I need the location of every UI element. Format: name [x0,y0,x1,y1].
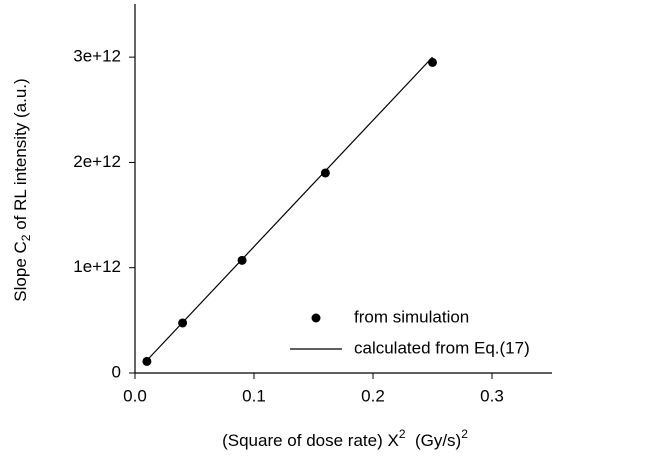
x-axis-title-sup: 2 [399,427,406,441]
y-tick-label: 0 [112,362,121,381]
x-tick-label: 0.2 [361,386,385,405]
y-axis-title-sub: 2 [19,234,33,241]
y-axis-title-part: Slope C [11,241,30,301]
data-point [142,356,152,366]
x-axis-title: (Square of dose rate) X2 (Gy/s)2 [222,427,468,450]
legend-symbol [311,313,321,323]
x-axis-title-part: (Gy/s) [406,431,462,450]
x-axis-title-sup: 2 [461,427,468,441]
legend-label: calculated from Eq.(17) [354,338,530,357]
data-point [428,57,437,67]
x-tick-label: 0.1 [242,386,266,405]
y-axis-title-part: of RL intensity (a.u.) [11,78,30,234]
x-tick-label: 0.3 [480,386,504,405]
y-axis-title: Slope C2 of RL intensity (a.u.) [11,78,33,301]
y-tick-label: 3e+12 [73,47,121,66]
y-tick-label: 2e+12 [73,152,121,171]
y-tick-label: 1e+12 [73,257,121,276]
legend-label: from simulation [354,307,469,326]
data-point [237,255,247,265]
x-tick-label: 0.0 [123,386,147,405]
data-point [320,168,330,178]
data-line [146,56,433,361]
x-axis-title-part: (Square of dose rate) X [222,431,399,450]
